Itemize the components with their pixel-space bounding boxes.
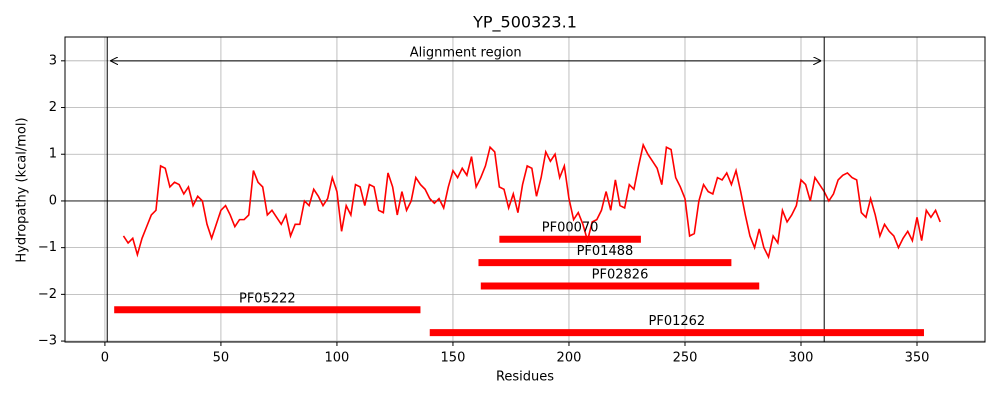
axes-frame xyxy=(64,36,986,343)
grid xyxy=(65,37,985,342)
x-tick-label: 300 xyxy=(789,351,814,366)
domain-label: PF00070 xyxy=(542,221,599,236)
y-tick-label: 0 xyxy=(49,193,57,208)
x-tick-label: 350 xyxy=(905,351,930,366)
chart-title: YP_500323.1 xyxy=(472,13,577,33)
plot-area: Alignment region PF00070 PF01488 PF02826 PF0… xyxy=(65,37,985,342)
alignment-label: Alignment region xyxy=(410,45,522,60)
y-tick-label: 1 xyxy=(49,147,57,162)
y-tick-label: 3 xyxy=(49,53,57,68)
x-tick-label: 50 xyxy=(213,351,230,366)
domain-label: PF01262 xyxy=(649,314,706,329)
y-axis-label: Hydropathy (kcal/mol) xyxy=(15,117,30,262)
x-axis-label: Residues xyxy=(496,370,554,385)
x-tick-label: 200 xyxy=(557,351,582,366)
y-tick-label: −3 xyxy=(38,334,57,349)
domain-label: PF05222 xyxy=(239,291,296,306)
y-tick-label: −1 xyxy=(38,240,57,255)
x-tick-label: 150 xyxy=(441,351,466,366)
x-tick-label: 250 xyxy=(673,351,698,366)
domain-label: PF02826 xyxy=(592,267,649,282)
domain-label: PF01488 xyxy=(577,244,634,259)
ticks: 0 50 100 150 200 250 300 350 −3 −2 −1 0 1 2 3 xyxy=(38,53,930,365)
y-tick-label: 2 xyxy=(49,100,57,115)
x-tick-label: 100 xyxy=(325,351,350,366)
x-tick-label: 0 xyxy=(101,351,109,366)
hydropathy-line xyxy=(122,142,941,260)
y-tick-label: −2 xyxy=(38,287,57,302)
